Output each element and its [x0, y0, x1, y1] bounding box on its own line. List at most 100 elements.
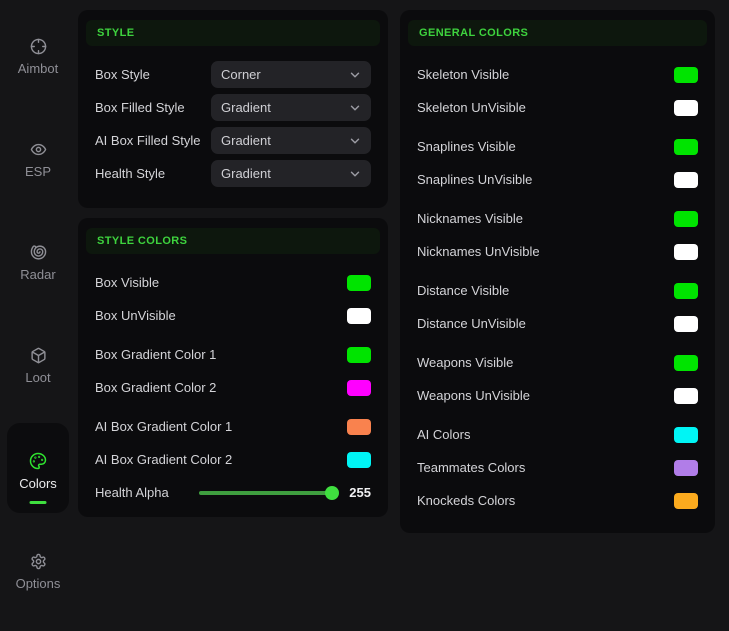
color-row: Knockeds Colors — [417, 484, 698, 517]
color-label: AI Colors — [417, 427, 471, 442]
chevron-down-icon — [350, 105, 360, 110]
package-icon — [30, 347, 46, 364]
general-colors-panel-header: GENERAL COLORS — [408, 20, 707, 46]
style-panel-header: STYLE — [86, 20, 380, 46]
color-row: Teammates Colors — [417, 451, 698, 484]
color-row: Nicknames UnVisible — [417, 235, 698, 268]
sidebar-item-options[interactable]: Options — [0, 553, 76, 591]
palette-icon — [29, 452, 47, 470]
slider-thumb[interactable] — [325, 485, 339, 500]
color-swatch[interactable] — [674, 459, 698, 476]
color-row: Snaplines Visible — [417, 130, 698, 163]
color-row: Box Gradient Color 2 — [95, 371, 371, 404]
color-row: Box UnVisible — [95, 299, 371, 332]
health-style-dropdown[interactable]: Gradient — [211, 160, 371, 187]
sidebar-item-label: Loot — [25, 370, 51, 385]
health-alpha-row: Health Alpha 255 — [95, 476, 371, 509]
slider-value: 255 — [349, 485, 371, 500]
section-title: GENERAL COLORS — [419, 27, 529, 39]
color-label: Skeleton Visible — [417, 67, 510, 82]
color-swatch[interactable] — [674, 66, 698, 83]
color-swatch[interactable] — [347, 418, 371, 435]
color-label: Box UnVisible — [95, 308, 176, 323]
color-label: Snaplines UnVisible — [417, 172, 533, 187]
sidebar-item-loot[interactable]: Loot — [0, 347, 76, 385]
gear-icon — [30, 553, 46, 570]
color-label: Box Gradient Color 1 — [95, 347, 217, 362]
color-label: Nicknames UnVisible — [417, 244, 540, 259]
sidebar-item-aimbot[interactable]: Aimbot — [0, 38, 76, 76]
crosshair-icon — [30, 38, 46, 55]
color-swatch[interactable] — [674, 243, 698, 260]
ai-box-filled-style-dropdown[interactable]: Gradient — [211, 127, 371, 154]
setting-label: AI Box Filled Style — [95, 133, 201, 148]
health-alpha-slider[interactable] — [199, 485, 339, 500]
color-swatch[interactable] — [674, 387, 698, 404]
color-row: Skeleton UnVisible — [417, 91, 698, 124]
slider-label: Health Alpha — [95, 485, 169, 500]
sidebar-item-label: Aimbot — [17, 61, 59, 76]
color-row: AI Colors — [417, 418, 698, 451]
sidebar-item-colors[interactable]: Colors — [7, 423, 69, 513]
color-row: Skeleton Visible — [417, 58, 698, 91]
dropdown-value: Gradient — [221, 133, 271, 148]
color-label: AI Box Gradient Color 1 — [95, 419, 233, 434]
box-filled-style-dropdown[interactable]: Gradient — [211, 94, 371, 121]
color-swatch[interactable] — [674, 210, 698, 227]
sidebar-item-label: Colors — [19, 476, 57, 491]
chevron-down-icon — [350, 138, 360, 143]
color-swatch[interactable] — [347, 274, 371, 291]
color-label: Weapons UnVisible — [417, 388, 530, 403]
setting-row-box-filled-style: Box Filled Style Gradient — [95, 91, 371, 124]
color-swatch[interactable] — [674, 138, 698, 155]
chevron-down-icon — [350, 72, 360, 77]
color-row: Weapons UnVisible — [417, 379, 698, 412]
section-title: STYLE — [97, 27, 135, 39]
setting-row-box-style: Box Style Corner — [95, 58, 371, 91]
setting-row-health-style: Health Style Gradient — [95, 157, 371, 190]
style-colors-panel-header: STYLE COLORS — [86, 228, 380, 254]
color-swatch[interactable] — [674, 354, 698, 371]
dropdown-value: Gradient — [221, 166, 271, 181]
color-row: Distance Visible — [417, 274, 698, 307]
sidebar-item-esp[interactable]: ESP — [0, 141, 76, 179]
style-panel: STYLE Box Style Corner Box Filled Style … — [78, 10, 388, 208]
color-label: Box Visible — [95, 275, 160, 290]
color-swatch[interactable] — [347, 346, 371, 363]
color-label: Distance UnVisible — [417, 316, 526, 331]
setting-label: Health Style — [95, 166, 166, 181]
setting-label: Box Style — [95, 67, 150, 82]
color-label: Snaplines Visible — [417, 139, 516, 154]
sidebar-item-label: Radar — [20, 267, 56, 282]
setting-label: Box Filled Style — [95, 100, 185, 115]
sidebar-item-label: ESP — [24, 164, 51, 179]
sidebar-item-radar[interactable]: Radar — [0, 244, 76, 282]
color-swatch[interactable] — [347, 307, 371, 324]
color-swatch[interactable] — [674, 492, 698, 509]
color-row: Box Visible — [95, 266, 371, 299]
radar-spiral-icon — [30, 245, 46, 260]
color-swatch[interactable] — [674, 315, 698, 332]
color-swatch[interactable] — [674, 426, 698, 443]
box-style-dropdown[interactable]: Corner — [211, 61, 371, 88]
color-row: Distance UnVisible — [417, 307, 698, 340]
color-label: Skeleton UnVisible — [417, 100, 526, 115]
color-label: Knockeds Colors — [417, 493, 516, 508]
style-colors-panel: STYLE COLORS Box Visible Box UnVisible B… — [78, 218, 388, 517]
setting-row-ai-box-filled-style: AI Box Filled Style Gradient — [95, 124, 371, 157]
sidebar-item-label: Options — [15, 576, 61, 591]
color-label: Teammates Colors — [417, 460, 526, 475]
color-swatch[interactable] — [674, 99, 698, 116]
general-colors-panel: GENERAL COLORS Skeleton Visible Skeleton… — [400, 10, 715, 533]
chevron-down-icon — [350, 171, 360, 176]
color-row: Nicknames Visible — [417, 202, 698, 235]
color-swatch[interactable] — [347, 451, 371, 468]
color-swatch[interactable] — [674, 282, 698, 299]
color-swatch[interactable] — [674, 171, 698, 188]
sidebar: Aimbot ESP Radar Loot Colors Options — [0, 0, 76, 631]
dropdown-value: Corner — [221, 67, 261, 82]
color-swatch[interactable] — [347, 379, 371, 396]
color-row: Box Gradient Color 1 — [95, 338, 371, 371]
color-label: Distance Visible — [417, 283, 510, 298]
color-row: AI Box Gradient Color 2 — [95, 443, 371, 476]
